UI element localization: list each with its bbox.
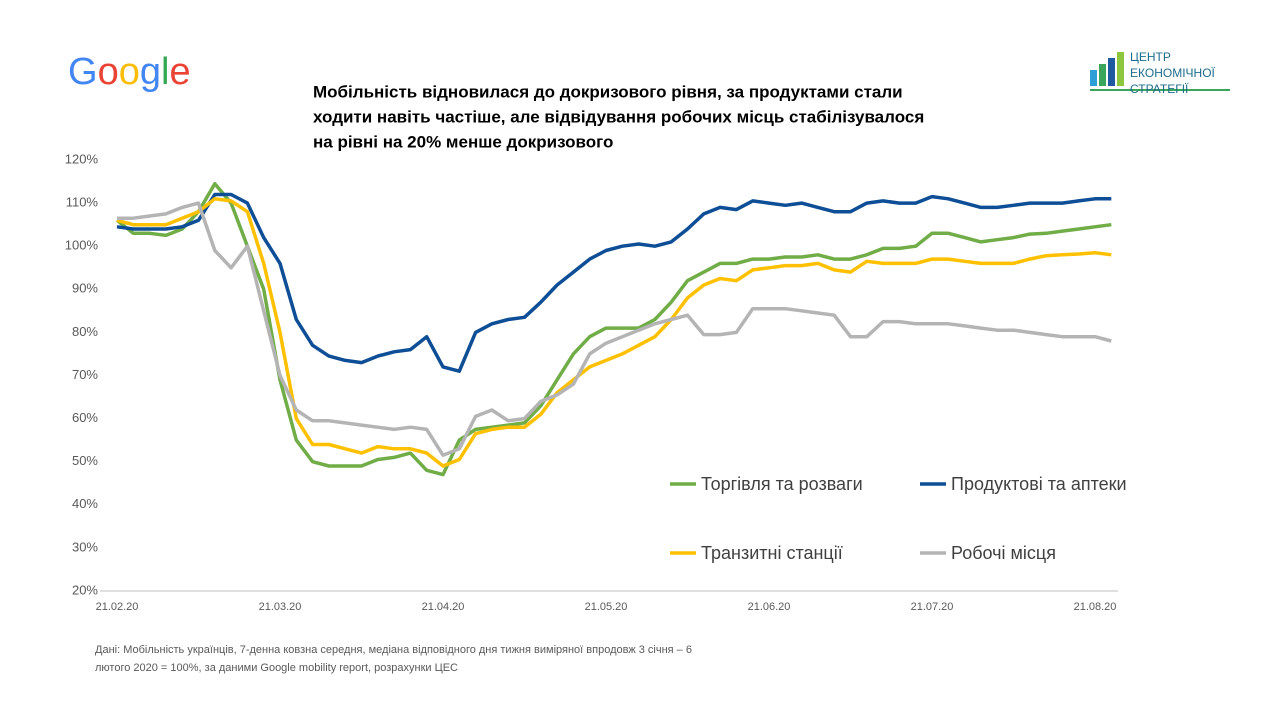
footnote: Дані: Мобільність українців, 7-денна ков…: [95, 644, 692, 656]
y-tick-label: 60%: [72, 410, 98, 425]
legend-label: Продуктові та аптеки: [951, 474, 1127, 494]
x-tick-label: 21.02.20: [96, 601, 139, 613]
chart-title: ходити навіть частіше, але відвідування …: [313, 107, 924, 126]
y-tick-label: 110%: [66, 195, 99, 210]
y-tick-label: 50%: [72, 453, 98, 468]
y-tick-label: 20%: [72, 582, 98, 597]
y-tick-label: 80%: [72, 324, 98, 339]
series-line: [117, 201, 1112, 457]
footnote: лютого 2020 = 100%, за даними Google mob…: [95, 662, 458, 674]
y-tick-label: 30%: [72, 539, 98, 554]
series-line: [116, 197, 1112, 468]
ces-logo-text: СТРАТЕГІЇ: [1130, 82, 1189, 96]
legend-label: Робочі місця: [951, 543, 1056, 563]
ces-logo-text: ЦЕНТР: [1130, 50, 1171, 64]
chart-title: Мобільність відновилася до докризового р…: [313, 82, 903, 101]
x-tick-label: 21.05.20: [585, 601, 628, 613]
y-tick-label: 40%: [72, 496, 98, 511]
x-tick-label: 21.03.20: [259, 601, 302, 613]
x-tick-label: 21.06.20: [748, 601, 791, 613]
series-line: [115, 181, 1112, 477]
series-line: [116, 192, 1112, 373]
ces-icon: [1090, 52, 1230, 91]
ces-logo-text: ЕКОНОМІЧНОЇ: [1130, 66, 1216, 80]
x-tick-label: 21.08.20: [1074, 601, 1117, 613]
legend-label: Торгівля та розваги: [701, 474, 863, 494]
y-tick-label: 120%: [65, 151, 99, 166]
y-tick-label: 100%: [65, 238, 99, 253]
y-tick-label: 90%: [72, 281, 98, 296]
x-tick-label: 21.07.20: [911, 601, 954, 613]
x-tick-label: 21.04.20: [422, 601, 465, 613]
google-logo: Google: [68, 51, 191, 93]
chart-title: на рівні на 20% менше докризового: [313, 132, 613, 151]
legend-label: Транзитні станції: [701, 543, 843, 563]
y-tick-label: 70%: [72, 367, 98, 382]
